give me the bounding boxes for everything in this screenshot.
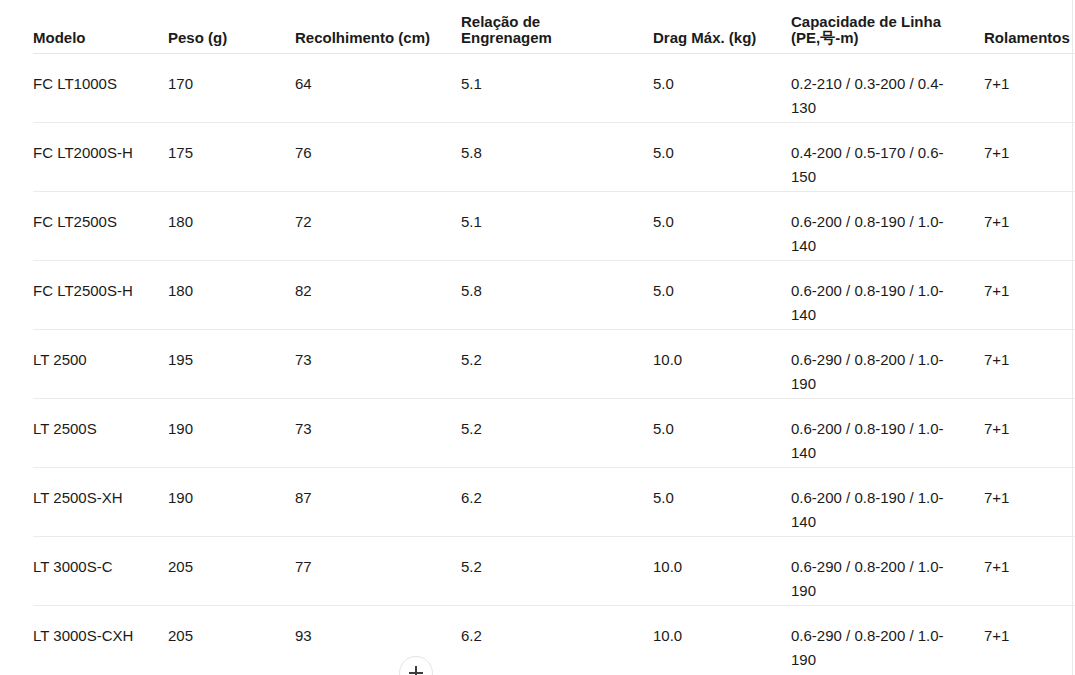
column-header-relacao: Relação de Engrenagem [461,0,653,53]
table-row: LT 2500S-XH 190 87 6.2 5.0 0.6-200 / 0.8… [33,467,1075,536]
cell-capacidade: 0.6-290 / 0.8-200 / 1.0-190 [791,329,984,398]
reel-spec-table: Modelo Peso (g) Recolhimento (cm) Relaçã… [33,0,1075,674]
cell-peso: 175 [168,122,295,191]
cell-rolamentos: 7+1 [984,191,1075,260]
cell-drag: 5.0 [653,398,791,467]
cell-rolamentos: 7+1 [984,53,1075,122]
spec-table-header: Modelo Peso (g) Recolhimento (cm) Relaçã… [33,0,1075,53]
table-right-border [1072,0,1073,675]
table-row: FC LT1000S 170 64 5.1 5.0 0.2-210 / 0.3-… [33,53,1075,122]
cell-drag: 5.0 [653,467,791,536]
cell-rolamentos: 7+1 [984,467,1075,536]
cell-capacidade: 0.6-200 / 0.8-190 / 1.0-140 [791,467,984,536]
cell-recolhimento: 77 [295,536,461,605]
table-row: FC LT2000S-H 175 76 5.8 5.0 0.4-200 / 0.… [33,122,1075,191]
table-row: FC LT2500S 180 72 5.1 5.0 0.6-200 / 0.8-… [33,191,1075,260]
cell-recolhimento: 82 [295,260,461,329]
column-header-drag: Drag Máx. (kg) [653,0,791,53]
cell-modelo: LT 3000S-CXH [33,605,168,674]
cell-relacao: 5.2 [461,329,653,398]
cell-relacao: 5.8 [461,260,653,329]
cell-capacidade: 0.4-200 / 0.5-170 / 0.6-150 [791,122,984,191]
cell-recolhimento: 73 [295,329,461,398]
cell-capacidade: 0.6-200 / 0.8-190 / 1.0-140 [791,191,984,260]
cell-peso: 180 [168,191,295,260]
spec-sheet-page: Modelo Peso (g) Recolhimento (cm) Relaçã… [0,0,1075,675]
cell-relacao: 5.2 [461,536,653,605]
cell-relacao: 6.2 [461,605,653,674]
cell-relacao: 6.2 [461,467,653,536]
cell-capacidade: 0.2-210 / 0.3-200 / 0.4-130 [791,53,984,122]
cell-modelo: FC LT2500S [33,191,168,260]
cell-drag: 10.0 [653,536,791,605]
cell-drag: 10.0 [653,605,791,674]
cell-peso: 205 [168,536,295,605]
cell-drag: 5.0 [653,191,791,260]
column-header-modelo: Modelo [33,0,168,53]
cell-drag: 10.0 [653,329,791,398]
cell-drag: 5.0 [653,260,791,329]
column-header-capacidade: Capacidade de Linha (PE,号-m) [791,0,984,53]
cell-rolamentos: 7+1 [984,329,1075,398]
cell-rolamentos: 7+1 [984,122,1075,191]
column-header-peso: Peso (g) [168,0,295,53]
table-row: LT 3000S-CXH 205 93 6.2 10.0 0.6-290 / 0… [33,605,1075,674]
cell-peso: 180 [168,260,295,329]
cell-modelo: LT 3000S-C [33,536,168,605]
cell-recolhimento: 93 [295,605,461,674]
cell-peso: 205 [168,605,295,674]
cell-capacidade: 0.6-200 / 0.8-190 / 1.0-140 [791,398,984,467]
table-row: LT 3000S-C 205 77 5.2 10.0 0.6-290 / 0.8… [33,536,1075,605]
cell-drag: 5.0 [653,53,791,122]
cell-capacidade: 0.6-290 / 0.8-200 / 1.0-190 [791,605,984,674]
cell-recolhimento: 64 [295,53,461,122]
cell-relacao: 5.1 [461,191,653,260]
cell-rolamentos: 7+1 [984,536,1075,605]
cell-relacao: 5.1 [461,53,653,122]
cell-modelo: LT 2500S-XH [33,467,168,536]
spec-table-body: FC LT1000S 170 64 5.1 5.0 0.2-210 / 0.3-… [33,53,1075,674]
cell-peso: 190 [168,467,295,536]
cell-modelo: FC LT2000S-H [33,122,168,191]
cell-recolhimento: 87 [295,467,461,536]
column-header-rolamentos: Rolamentos [984,0,1075,53]
cell-rolamentos: 7+1 [984,260,1075,329]
cell-peso: 195 [168,329,295,398]
plus-icon [409,666,423,675]
cell-peso: 170 [168,53,295,122]
cell-relacao: 5.8 [461,122,653,191]
cell-modelo: LT 2500S [33,398,168,467]
cell-modelo: LT 2500 [33,329,168,398]
table-row: LT 2500S 190 73 5.2 5.0 0.6-200 / 0.8-19… [33,398,1075,467]
cell-modelo: FC LT1000S [33,53,168,122]
cell-modelo: FC LT2500S-H [33,260,168,329]
cell-peso: 190 [168,398,295,467]
cell-drag: 5.0 [653,122,791,191]
cell-recolhimento: 72 [295,191,461,260]
table-row: LT 2500 195 73 5.2 10.0 0.6-290 / 0.8-20… [33,329,1075,398]
cell-rolamentos: 7+1 [984,605,1075,674]
cell-recolhimento: 73 [295,398,461,467]
cell-relacao: 5.2 [461,398,653,467]
cell-recolhimento: 76 [295,122,461,191]
cell-capacidade: 0.6-200 / 0.8-190 / 1.0-140 [791,260,984,329]
cell-rolamentos: 7+1 [984,398,1075,467]
table-row: FC LT2500S-H 180 82 5.8 5.0 0.6-200 / 0.… [33,260,1075,329]
cell-capacidade: 0.6-290 / 0.8-200 / 1.0-190 [791,536,984,605]
column-header-recolhimento: Recolhimento (cm) [295,0,461,53]
